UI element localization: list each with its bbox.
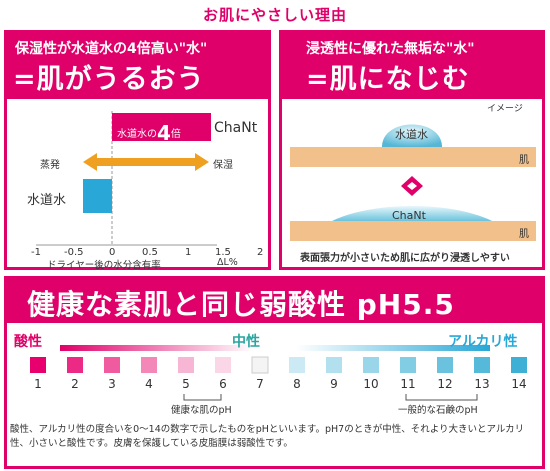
- ph-swatch-12: [437, 357, 453, 373]
- ph-gradient-bar: [60, 345, 490, 351]
- moisture-subtitle: 保湿性が水道水の4倍高い"水": [15, 41, 208, 57]
- ph-swatch-11: [400, 357, 416, 373]
- neutral-label: 中性: [232, 334, 260, 350]
- axis-tick: 1: [185, 247, 192, 258]
- ph-panel-header: 健康な素肌と同じ弱酸性 pH5.5: [7, 279, 542, 323]
- axis-tick: 2: [257, 247, 264, 258]
- moisture-arrow: [83, 153, 209, 171]
- ph-number: 14: [511, 377, 527, 391]
- axis-unit: ΔL%: [217, 257, 238, 268]
- ph-swatch-6: [215, 357, 231, 373]
- ph-swatch-9: [326, 357, 342, 373]
- ph-number: 10: [363, 377, 379, 391]
- moisturize-label: 保湿: [213, 160, 233, 171]
- axis-tick: 0.5: [142, 247, 158, 258]
- penetration-headline: =肌になじむ: [306, 64, 470, 95]
- ph-number: 13: [474, 377, 490, 391]
- skin-band-top: [290, 147, 536, 167]
- penetration-caption: 表面張力が小さいため肌に広がり浸透しやすい: [300, 253, 510, 264]
- axis-tick: -1: [31, 247, 41, 258]
- ph-swatch-5: [178, 357, 194, 373]
- moisture-panel: 保湿性が水道水の4倍高い"水" =肌がうるおう 水道水の4倍 ChaNt 蒸発 …: [4, 30, 271, 271]
- ph-swatch-1: [30, 357, 46, 373]
- ph-number: 12: [437, 377, 453, 391]
- ph-swatch-3: [104, 357, 120, 373]
- skin-band-bottom: [290, 221, 536, 241]
- penetration-panel: 浸透性に優れた無垢な"水" =肌になじむ イメージ 水道水 肌 ChaNt 肌 …: [279, 30, 545, 270]
- ph-swatch-4: [141, 357, 157, 373]
- chanT-bar-label-prefix: 水道水の: [117, 129, 157, 140]
- chanT-brand-label: ChaNt: [214, 120, 258, 136]
- ph-number: 6: [219, 377, 227, 391]
- acid-label: 酸性: [14, 334, 42, 350]
- image-label: イメージ: [487, 104, 523, 114]
- ph-explanation: 酸性、アルカリ性の度合いを0〜14の数字で示したものをpHといいます。pH7のと…: [10, 424, 525, 449]
- alkali-label: アルカリ性: [448, 334, 518, 350]
- tap-water-bar: [83, 179, 112, 213]
- ph-number: 1: [34, 377, 42, 391]
- chanT-bar-label-suffix: 倍: [170, 129, 181, 140]
- evaporation-label: 蒸発: [40, 160, 60, 171]
- water-drop-top: [382, 124, 442, 147]
- ph-number: 4: [145, 377, 153, 391]
- penetration-panel-header: 浸透性に優れた無垢な"水" =肌になじむ: [282, 33, 542, 99]
- soap-bracket: [405, 394, 478, 401]
- axis-tick: 0: [109, 247, 116, 258]
- ph-number: 7: [256, 377, 264, 391]
- healthy-skin-bracket: [183, 394, 222, 401]
- axis-tick: -0.5: [64, 247, 84, 258]
- ph-swatch-13: [474, 357, 490, 373]
- ph-number: 11: [400, 377, 416, 391]
- ph-swatch-7: [251, 356, 269, 374]
- ph-number: 5: [182, 377, 190, 391]
- ph-swatch-2: [67, 357, 83, 373]
- ph-swatch-8: [289, 357, 305, 373]
- axis-caption: ドライヤー後の水分含有率: [47, 260, 161, 271]
- ph-swatch-14: [511, 357, 527, 373]
- ph-headline: 健康な素肌と同じ弱酸性 pH5.5: [27, 288, 455, 321]
- healthy-skin-label: 健康な肌のpH: [171, 405, 232, 416]
- penetration-illustration: [290, 124, 536, 241]
- soap-label: 一般的な石鹸のpH: [398, 405, 478, 416]
- moisture-headline: =肌がうるおう: [13, 64, 205, 95]
- page-title: お肌にやさしい理由: [202, 6, 347, 24]
- ph-number: 2: [71, 377, 79, 391]
- axis-tick: 1.5: [215, 247, 231, 258]
- water-drop-bottom: [332, 206, 492, 221]
- ph-number: 9: [330, 377, 338, 391]
- penetration-subtitle: 浸透性に優れた無垢な"水": [306, 41, 475, 57]
- moisture-chart: [36, 111, 217, 246]
- chanT-bar-label: 水道水の4倍: [117, 121, 181, 145]
- drop-top-label: 水道水: [395, 128, 428, 141]
- moisture-panel-header: 保湿性が水道水の4倍高い"水" =肌がうるおう: [7, 33, 268, 99]
- ph-swatch-10: [363, 357, 379, 373]
- skin-label-bottom: 肌: [519, 229, 529, 240]
- ph-number: 8: [293, 377, 301, 391]
- ph-panel: 健康な素肌と同じ弱酸性 pH5.5: [4, 276, 545, 469]
- chanT-bar-label-number: 4: [157, 121, 171, 145]
- drop-bottom-label: ChaNt: [392, 209, 426, 222]
- ph-number: 3: [108, 377, 116, 391]
- chanT-bar: [112, 113, 211, 141]
- skin-label-top: 肌: [519, 155, 529, 166]
- tap-water-label: 水道水: [27, 193, 67, 208]
